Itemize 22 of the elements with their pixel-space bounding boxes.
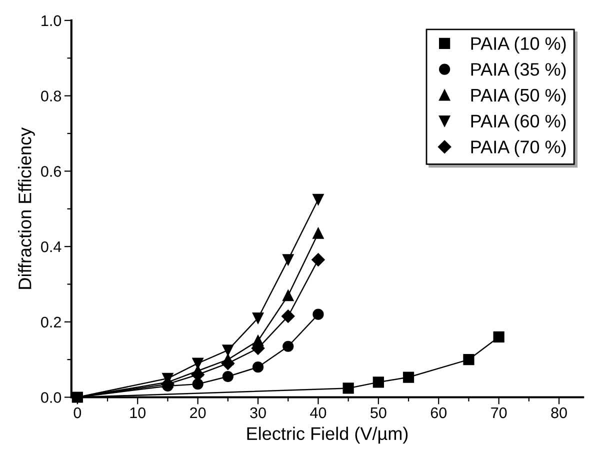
legend-label: PAIA (60 %) xyxy=(471,114,566,132)
y-tick-label: 0.4 xyxy=(41,241,62,252)
x-tick-label: 30 xyxy=(250,407,266,418)
y-tick-label: 0.2 xyxy=(41,316,61,328)
x-axis-title: Electric Field (V/µm) xyxy=(247,426,408,444)
x-tick-label: 70 xyxy=(491,407,507,418)
x-tick-label: 0 xyxy=(74,407,82,418)
legend-label: PAIA (35 %) xyxy=(471,62,566,80)
y-tick-label: 0.8 xyxy=(41,90,62,102)
x-tick-label: 60 xyxy=(430,407,447,418)
x-tick-label: 10 xyxy=(130,407,146,418)
y-tick-label: 0.0 xyxy=(41,392,62,403)
legend-label: PAIA (70 %) xyxy=(471,140,566,157)
y-axis-title: Diffraction Efficiency xyxy=(18,127,35,289)
legend-label: PAIA (10 %) xyxy=(471,36,566,54)
y-tick-label: 0.6 xyxy=(41,166,62,177)
y-tick-label: 1.0 xyxy=(42,15,62,26)
x-tick-label: 80 xyxy=(551,407,567,418)
x-tick-label: 40 xyxy=(310,407,326,418)
x-tick-label: 20 xyxy=(190,407,206,418)
x-tick-label: 50 xyxy=(370,407,386,418)
legend-label: PAIA (50 %) xyxy=(471,88,566,106)
